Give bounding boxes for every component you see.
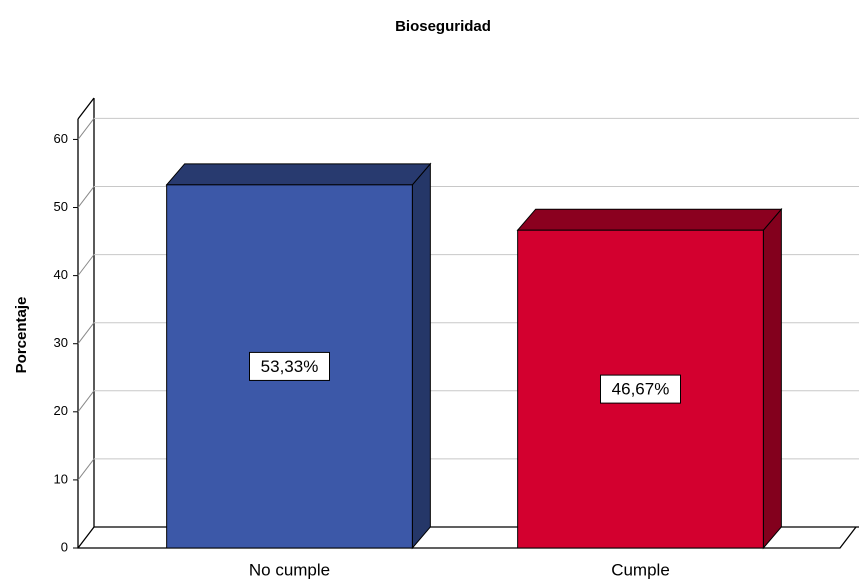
x-tick-label: Cumple [611,560,670,579]
x-tick-label: No cumple [249,560,330,579]
bar-side [411,162,431,550]
bar-side [762,207,782,550]
grid-line [77,322,95,345]
grid-line [77,458,95,481]
grid-line [77,118,95,140]
y-tick-label: 60 [54,131,68,146]
y-tick-label: 50 [54,199,68,214]
chart-title: Bioseguridad [395,18,491,35]
value-label: 46,67% [612,380,670,399]
y-tick-label: 0 [61,539,68,554]
y-axis-title: Porcentaje [13,297,30,374]
value-label-box [600,374,681,404]
y-tick-label: 30 [54,335,68,350]
bar-top [165,163,432,186]
grid-line [77,390,95,413]
grid-line [77,254,95,276]
y-tick-label: 20 [54,403,68,418]
bar-top [516,208,783,231]
value-label-box [249,351,330,381]
value-label: 53,33% [261,357,319,376]
grid-line [77,186,95,208]
left-wall [77,97,857,549]
y-tick-label: 10 [54,471,68,486]
y-tick-label: 40 [54,267,68,282]
